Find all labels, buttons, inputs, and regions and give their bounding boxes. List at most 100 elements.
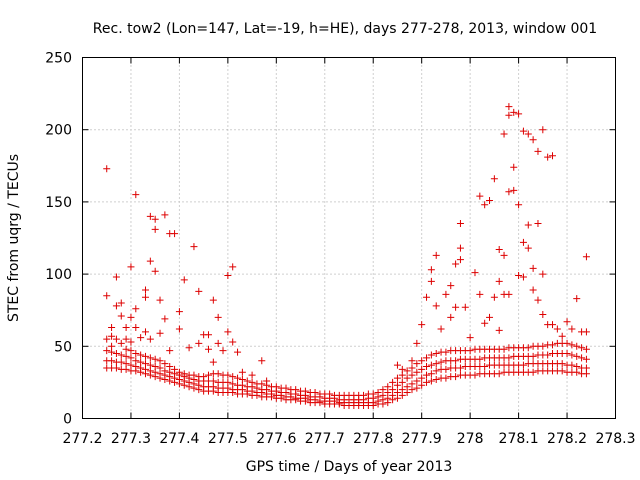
x-tick-label: 278.1 xyxy=(499,431,539,447)
data-point xyxy=(156,374,164,382)
data-point xyxy=(495,370,503,378)
data-point xyxy=(539,342,547,350)
data-point xyxy=(112,350,120,358)
data-point xyxy=(505,354,513,362)
x-tick-label: 277.5 xyxy=(208,431,248,447)
data-point xyxy=(418,365,426,373)
data-point xyxy=(146,371,154,379)
x-tick-labels: 277.2 277.3 277.4 277.5 277.6 277.7 277.8 277.9… xyxy=(62,431,635,447)
data-point xyxy=(471,371,479,379)
data-point xyxy=(519,127,527,135)
data-point xyxy=(195,287,203,295)
data-point xyxy=(437,358,445,366)
data-point xyxy=(558,332,566,340)
data-point xyxy=(175,308,183,316)
data-point xyxy=(108,332,116,340)
data-point xyxy=(495,277,503,285)
data-point xyxy=(132,305,140,313)
chart-title: Rec. tow2 (Lon=147, Lat=-19, h=HE), days… xyxy=(93,21,597,37)
data-point xyxy=(442,365,450,373)
data-point xyxy=(466,347,474,355)
grid-lines xyxy=(82,57,616,419)
y-tick-label: 50 xyxy=(54,339,72,355)
data-point xyxy=(432,376,440,384)
data-point xyxy=(505,111,513,119)
data-point xyxy=(234,374,242,382)
data-point xyxy=(156,329,164,337)
data-point xyxy=(204,331,212,339)
data-point xyxy=(403,374,411,382)
data-point xyxy=(190,243,198,251)
data-point xyxy=(393,361,401,369)
data-point xyxy=(456,364,464,372)
data-point xyxy=(214,370,222,378)
x-tick-label: 277.7 xyxy=(305,431,345,447)
data-point xyxy=(398,371,406,379)
data-point xyxy=(413,368,421,376)
data-point xyxy=(456,244,464,252)
data-point xyxy=(582,345,590,353)
data-point xyxy=(427,370,435,378)
x-tick-label: 278 xyxy=(457,431,484,447)
data-point xyxy=(515,201,523,209)
data-point xyxy=(403,389,411,397)
data-point xyxy=(447,313,455,321)
data-point xyxy=(432,367,440,375)
data-point xyxy=(180,276,188,284)
data-point xyxy=(117,351,125,359)
data-point xyxy=(432,302,440,310)
data-point xyxy=(151,215,159,223)
data-point xyxy=(180,381,188,389)
data-point xyxy=(161,360,169,368)
data-point xyxy=(442,348,450,356)
data-point xyxy=(447,282,455,290)
data-point xyxy=(481,319,489,327)
data-point xyxy=(112,302,120,310)
data-point xyxy=(267,393,275,401)
data-point xyxy=(229,373,237,381)
data-point xyxy=(442,374,450,382)
data-point xyxy=(209,296,217,304)
data-point xyxy=(175,325,183,333)
data-point xyxy=(437,325,445,333)
data-point xyxy=(549,341,557,349)
data-point xyxy=(171,378,179,386)
data-point xyxy=(510,163,518,171)
data-point xyxy=(214,313,222,321)
data-point xyxy=(427,351,435,359)
data-point xyxy=(132,367,140,375)
data-point xyxy=(108,357,116,365)
y-tick-label: 200 xyxy=(45,123,72,139)
x-tick-label: 277.2 xyxy=(62,431,102,447)
data-point xyxy=(568,351,576,359)
data-point xyxy=(335,400,343,408)
data-point xyxy=(408,364,416,372)
data-point xyxy=(408,371,416,379)
data-point xyxy=(166,347,174,355)
data-point xyxy=(563,339,571,347)
data-point xyxy=(490,175,498,183)
data-point xyxy=(510,186,518,194)
data-point xyxy=(161,211,169,219)
data-point xyxy=(427,377,435,385)
data-point xyxy=(573,368,581,376)
data-point xyxy=(117,312,125,320)
data-point xyxy=(156,296,164,304)
data-point xyxy=(151,225,159,233)
data-point xyxy=(578,354,586,362)
data-point xyxy=(117,299,125,307)
data-point xyxy=(151,355,159,363)
data-point xyxy=(471,269,479,277)
data-point xyxy=(151,373,159,381)
data-point xyxy=(389,378,397,386)
data-point xyxy=(413,377,421,385)
data-point xyxy=(529,136,537,144)
data-point xyxy=(127,354,135,362)
data-point xyxy=(481,201,489,209)
data-point xyxy=(141,370,149,378)
data-point xyxy=(534,147,542,155)
data-point xyxy=(122,352,130,360)
data-point xyxy=(127,347,135,355)
data-point xyxy=(515,272,523,280)
data-point xyxy=(229,263,237,271)
